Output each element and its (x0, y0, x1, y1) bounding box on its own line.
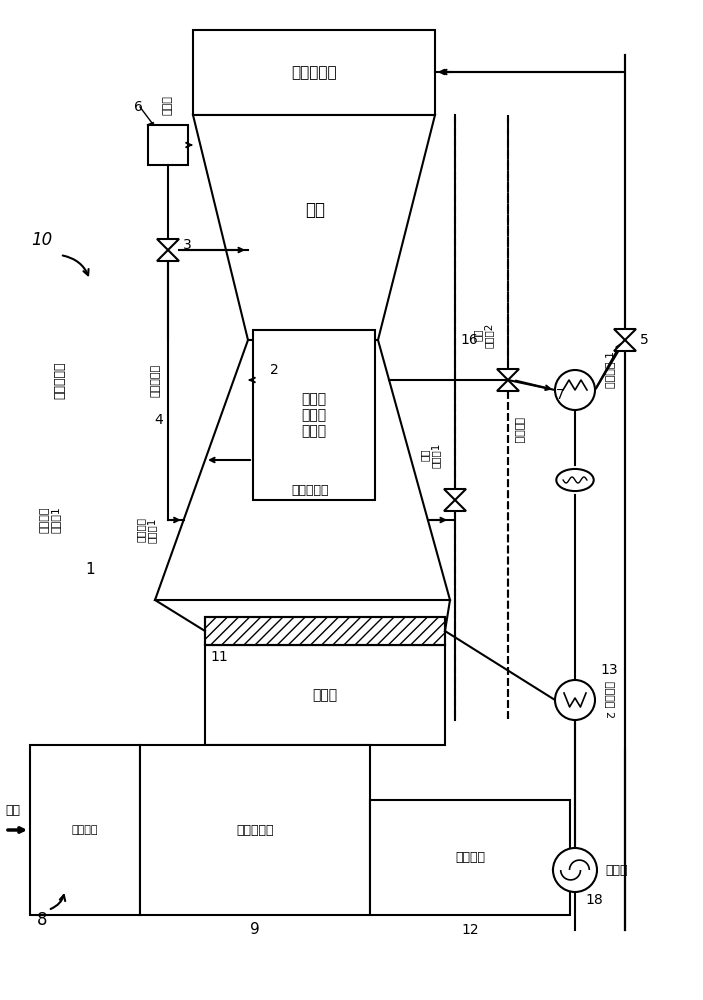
Polygon shape (614, 340, 636, 351)
Text: 压缩机级: 压缩机级 (72, 825, 98, 835)
Text: 热交换器 1: 热交换器 1 (605, 352, 615, 388)
Ellipse shape (556, 469, 594, 491)
Text: 混合器: 混合器 (163, 95, 173, 115)
Text: 4: 4 (154, 413, 163, 427)
Bar (140, 745, 370, 915)
Bar (253, 330, 375, 500)
Text: 6: 6 (134, 100, 143, 114)
Polygon shape (497, 380, 519, 391)
Bar (193, 30, 435, 115)
Text: 3: 3 (183, 238, 192, 252)
Text: 12: 12 (461, 923, 479, 937)
Bar (370, 800, 570, 915)
Polygon shape (193, 115, 435, 340)
Text: 18: 18 (585, 893, 602, 907)
Text: 吹送
放气符2: 吹送 放气符2 (472, 322, 494, 348)
Text: 8: 8 (37, 911, 47, 929)
Text: 空气抽取: 空气抽取 (455, 851, 485, 864)
Text: 1: 1 (85, 562, 95, 578)
Text: 燃烧器
压缩机
扩散器: 燃烧器 压缩机 扩散器 (302, 392, 327, 438)
Text: 热交换器 2: 热交换器 2 (605, 681, 615, 719)
Text: 空气进气口: 空气进气口 (236, 824, 273, 836)
Bar (30, 745, 140, 915)
Bar (205, 617, 445, 645)
Text: 吹送
放气符1: 吹送 放气符1 (419, 442, 441, 468)
Text: 压缩机端部: 压缩机端部 (291, 484, 329, 496)
Text: 冷却空气
放气符1: 冷却空气 放气符1 (135, 517, 157, 543)
Text: 2: 2 (270, 363, 279, 377)
Text: 空气: 空气 (5, 804, 20, 816)
Text: 浡轮: 浡轮 (305, 201, 325, 219)
Polygon shape (614, 329, 636, 340)
Polygon shape (157, 250, 179, 261)
Circle shape (553, 848, 597, 892)
Bar (148, 125, 188, 165)
Bar (205, 617, 445, 645)
Polygon shape (444, 489, 466, 500)
Text: 冷却空气
放气符1: 冷却空气 放气符1 (39, 507, 60, 533)
Polygon shape (157, 239, 179, 250)
Polygon shape (497, 369, 519, 380)
Text: 排气扩散器: 排气扩散器 (291, 65, 337, 80)
Text: 5: 5 (640, 333, 649, 347)
Text: 11: 11 (210, 650, 228, 664)
Text: 压缩机端部: 压缩机端部 (151, 363, 161, 397)
Text: 7: 7 (556, 388, 565, 402)
Text: 9: 9 (250, 922, 260, 938)
Text: 鼓风机: 鼓风机 (605, 863, 628, 876)
Text: 中冷器: 中冷器 (312, 688, 337, 702)
Text: 空气旁路: 空气旁路 (513, 417, 523, 443)
Polygon shape (155, 340, 450, 600)
Text: 13: 13 (600, 663, 618, 677)
Text: 10: 10 (32, 231, 53, 249)
Text: 压缩机端部: 压缩机端部 (53, 361, 67, 399)
Polygon shape (444, 500, 466, 511)
Circle shape (555, 680, 595, 720)
Circle shape (555, 370, 595, 410)
Text: 16: 16 (460, 333, 478, 347)
Bar (205, 645, 445, 745)
